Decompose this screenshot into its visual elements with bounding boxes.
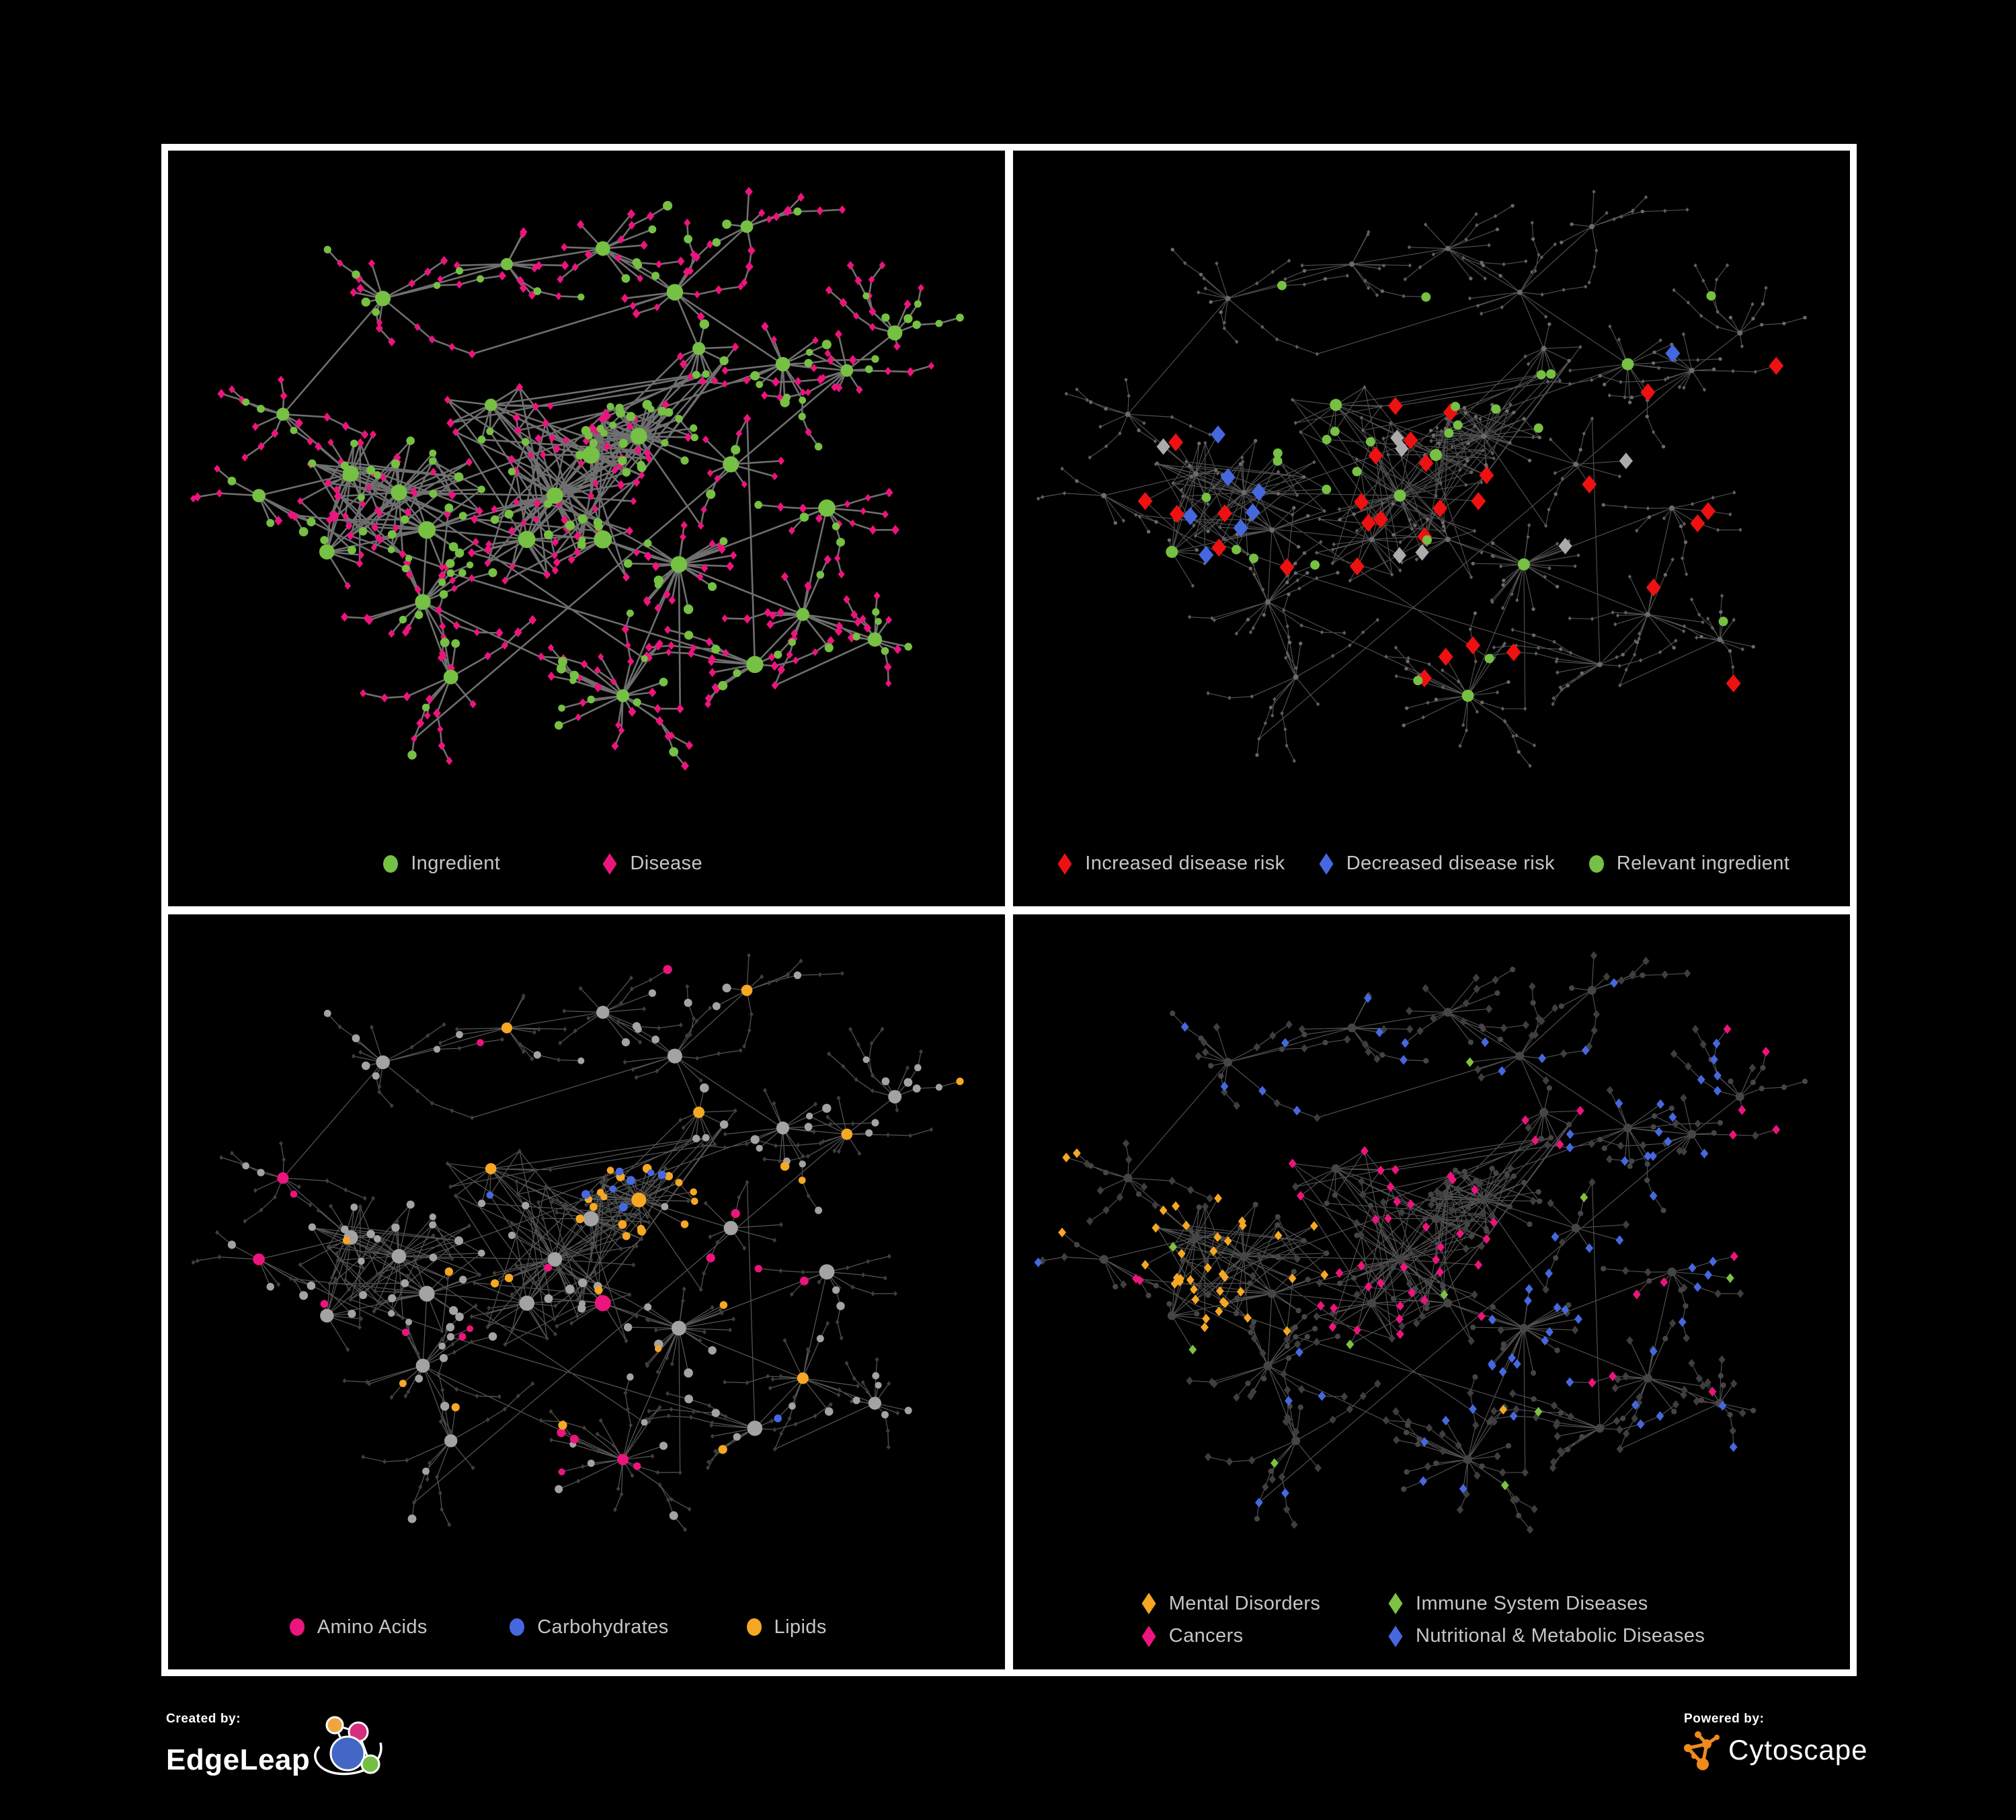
graph-node-group	[1137, 356, 1784, 693]
graph-edges	[193, 192, 961, 766]
disease-classes-network-svg	[1034, 951, 1808, 1534]
created-by-block: Created by: EdgeLeap	[166, 1712, 392, 1791]
panel-ingredient-classes: Amino Acids Carbohydrates Lipids	[168, 914, 1005, 1669]
powered-by-block: Powered by: Cytosc	[1684, 1712, 1867, 1771]
ingredient-disease-network-svg	[190, 187, 964, 771]
graph-node-group	[1034, 978, 1738, 1507]
network-grid: Ingredient Disease Increased disease risk…	[161, 144, 1857, 1676]
panel-disease-classes: Mental Disorders Immune System Diseases Ca…	[1013, 914, 1850, 1669]
cytoscape-wordmark: Cytoscape	[1728, 1734, 1868, 1766]
panel-ingredient-disease: Ingredient Disease	[168, 151, 1005, 906]
disease-risk-network-svg	[1036, 190, 1807, 768]
edgeleap-wordmark: EdgeLeap	[166, 1743, 311, 1776]
ingredient-classes-network-svg	[191, 953, 964, 1532]
panel-disease-risk: Increased disease risk Decreased disease …	[1013, 151, 1850, 906]
graph-node-group	[342, 984, 964, 1454]
cytoscape-logo-icon	[1684, 1731, 1720, 1770]
powered-by-label: Powered by:	[1684, 1712, 1765, 1726]
created-by-label: Created by:	[166, 1712, 241, 1726]
graph-node-group	[1036, 190, 1768, 768]
graph-edges	[1038, 955, 1806, 1530]
graph-edges	[193, 955, 961, 1530]
graph-node-group	[1166, 280, 1728, 702]
graph-node-group	[191, 953, 934, 1532]
edgeleap-logo-icon	[314, 1716, 382, 1776]
graph-node-group	[227, 971, 942, 1523]
graph-node-group	[1132, 1023, 1781, 1396]
